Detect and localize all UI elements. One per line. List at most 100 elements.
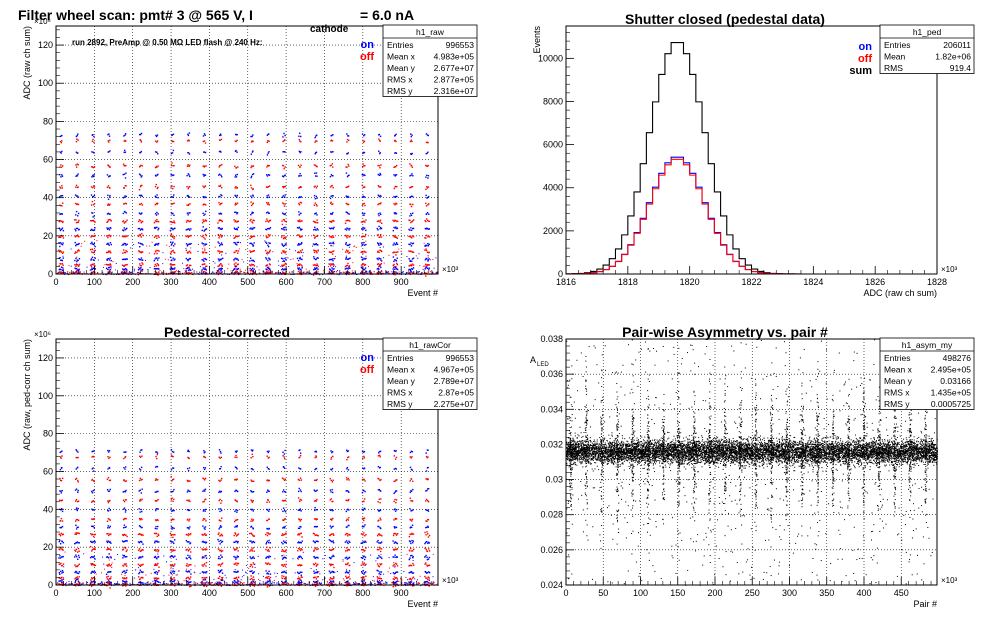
data-point xyxy=(297,558,299,560)
data-point xyxy=(236,478,238,480)
data-point xyxy=(313,237,316,239)
data-point xyxy=(202,519,204,521)
data-point xyxy=(123,140,125,142)
data-point xyxy=(154,185,157,188)
data-point xyxy=(170,186,172,188)
data-point xyxy=(360,556,363,559)
data-point xyxy=(347,262,349,265)
data-point xyxy=(187,576,189,579)
data-point xyxy=(385,271,388,273)
data-point xyxy=(436,272,438,274)
data-point xyxy=(282,565,285,567)
data-point xyxy=(236,133,238,136)
data-point xyxy=(379,450,382,453)
data-point xyxy=(324,577,326,579)
data-point xyxy=(361,258,363,261)
data-point xyxy=(425,272,428,275)
data-point xyxy=(75,244,77,247)
data-point xyxy=(361,173,364,176)
data-point xyxy=(188,528,190,530)
data-point xyxy=(251,228,253,230)
data-point xyxy=(282,140,284,143)
data-point xyxy=(408,243,410,245)
data-point xyxy=(237,540,239,543)
data-point xyxy=(361,450,364,453)
y-tick-label: 10000 xyxy=(538,53,563,63)
data-point xyxy=(426,251,429,254)
data-point xyxy=(283,151,285,153)
data-point xyxy=(106,488,109,491)
data-point xyxy=(68,580,70,582)
data-point xyxy=(315,229,317,231)
data-point xyxy=(300,479,303,481)
data-point xyxy=(347,152,349,154)
data-point xyxy=(283,456,285,458)
data-point xyxy=(108,548,110,550)
data-point xyxy=(143,583,145,585)
data-point xyxy=(268,250,271,253)
data-point xyxy=(411,268,414,270)
data-point xyxy=(237,226,240,229)
data-point xyxy=(250,135,252,138)
data-point xyxy=(317,582,319,585)
data-point xyxy=(202,501,204,503)
data-point xyxy=(61,134,63,137)
data-point xyxy=(59,220,62,222)
data-point xyxy=(234,556,236,559)
data-point xyxy=(283,186,285,188)
data-point xyxy=(219,525,222,527)
data-point xyxy=(155,564,157,566)
data-point xyxy=(134,577,136,579)
data-point xyxy=(328,570,331,572)
data-point xyxy=(91,456,93,458)
data-point xyxy=(158,566,160,568)
data-point xyxy=(237,580,240,582)
data-point xyxy=(424,272,426,274)
data-point xyxy=(426,219,429,222)
data-point xyxy=(139,500,141,502)
data-point xyxy=(285,236,287,238)
data-point xyxy=(347,272,349,274)
data-point xyxy=(267,480,270,482)
data-point xyxy=(249,237,251,240)
data-point xyxy=(285,250,287,253)
data-point xyxy=(429,271,431,273)
data-point xyxy=(139,578,141,580)
data-point xyxy=(155,271,158,274)
data-point xyxy=(60,213,62,215)
data-point xyxy=(329,186,332,188)
data-point xyxy=(202,571,204,573)
data-point xyxy=(75,456,77,459)
data-point xyxy=(218,532,220,534)
data-point xyxy=(109,456,111,459)
data-point xyxy=(218,548,220,550)
data-point xyxy=(156,457,158,460)
data-point xyxy=(173,220,175,222)
data-point xyxy=(173,564,175,567)
data-point xyxy=(299,166,301,168)
data-point xyxy=(331,213,333,215)
data-point xyxy=(268,510,270,512)
data-point xyxy=(94,265,96,267)
data-point xyxy=(378,478,380,480)
data-point xyxy=(379,135,382,138)
data-point xyxy=(346,571,348,573)
data-point xyxy=(274,572,276,574)
data-point xyxy=(187,480,189,483)
data-point xyxy=(250,520,252,522)
data-point xyxy=(250,563,252,566)
data-point xyxy=(380,479,382,481)
data-point xyxy=(107,582,110,584)
data-point xyxy=(205,541,208,544)
data-point xyxy=(221,243,224,246)
data-point xyxy=(59,268,61,270)
data-point xyxy=(282,234,284,237)
data-point xyxy=(75,257,77,260)
data-point xyxy=(203,196,205,199)
data-point xyxy=(172,228,174,231)
data-point xyxy=(236,213,238,215)
data-point xyxy=(299,508,302,510)
data-point xyxy=(93,508,95,511)
data-point xyxy=(298,211,300,213)
data-point xyxy=(126,227,128,230)
